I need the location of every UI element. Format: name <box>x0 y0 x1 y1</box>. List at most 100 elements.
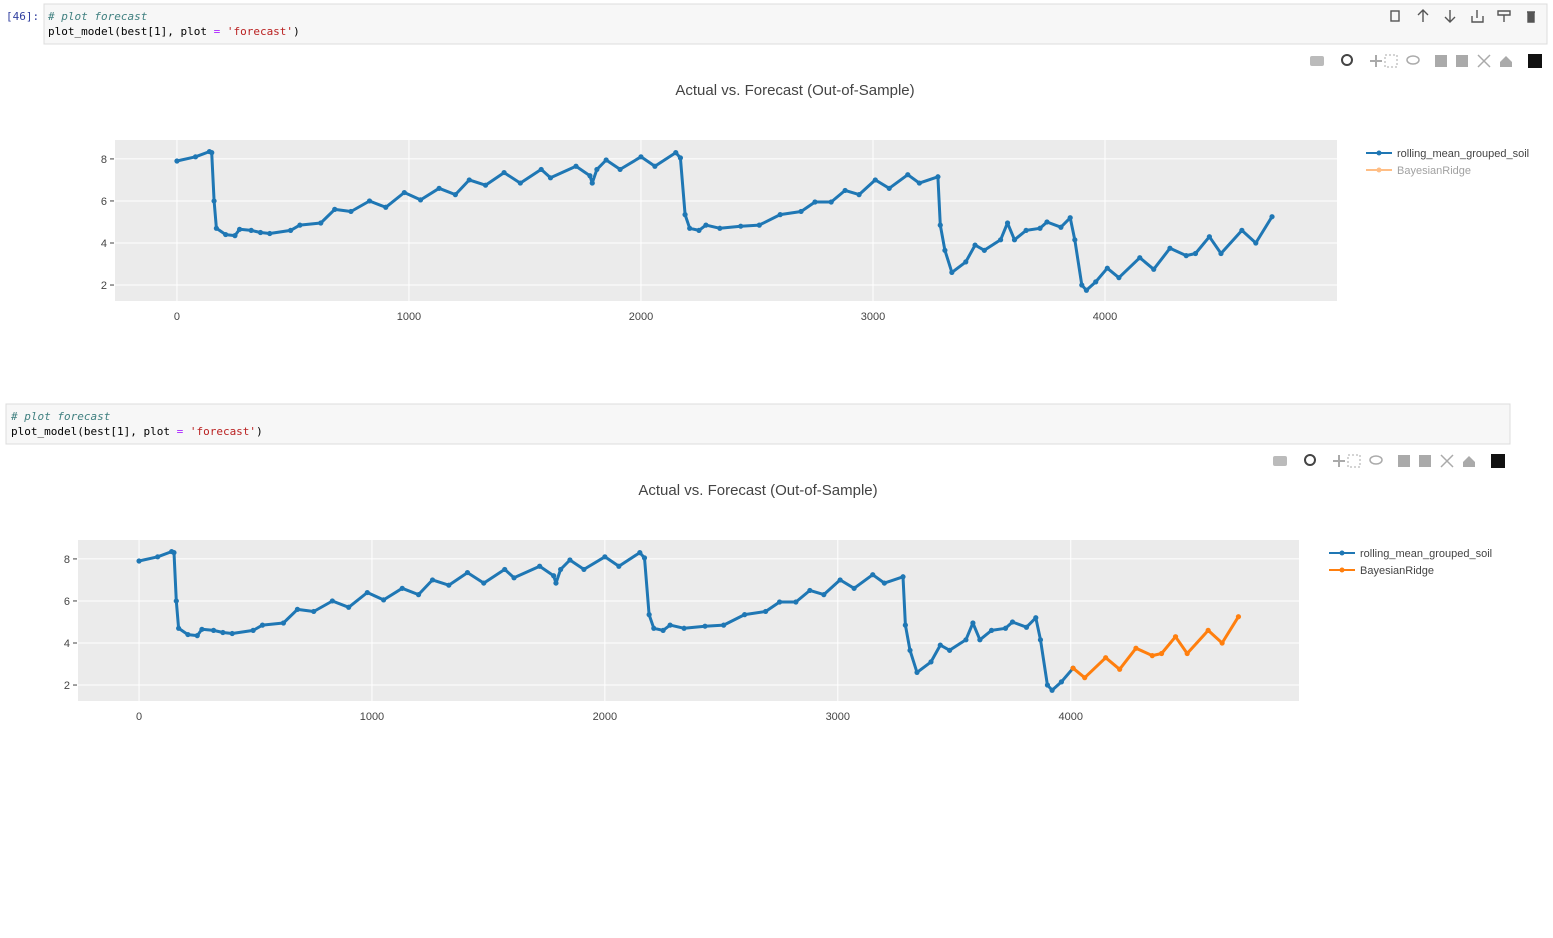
move-up-button[interactable] <box>1417 9 1429 22</box>
y-tick-label: 2 <box>64 680 70 692</box>
insert-above-button[interactable] <box>1497 10 1511 22</box>
snapshot-button[interactable] <box>1273 456 1287 466</box>
code-cell[interactable] <box>5 403 1511 445</box>
series-marker <box>652 163 658 169</box>
legend-item[interactable]: rolling_mean_grouped_soil <box>1366 148 1529 160</box>
code-token: = <box>214 25 227 38</box>
series-marker <box>660 627 666 633</box>
series-marker <box>257 229 264 236</box>
series-marker <box>742 612 748 618</box>
series-marker <box>905 172 911 178</box>
series-marker <box>332 206 338 212</box>
code-cell[interactable] <box>43 3 1548 45</box>
x-tick-label: 3000 <box>826 711 850 723</box>
series-marker <box>429 577 436 583</box>
zoom-out-button[interactable] <box>1456 55 1468 67</box>
legend-marker <box>1339 550 1345 556</box>
series-marker <box>1116 275 1122 281</box>
series-marker <box>1049 687 1055 693</box>
legend-item[interactable]: rolling_mean_grouped_soil <box>1329 548 1492 560</box>
series-marker <box>232 233 238 239</box>
series-marker <box>1192 250 1199 257</box>
series-marker <box>415 592 422 598</box>
series-marker <box>937 222 943 228</box>
zoom-button[interactable] <box>1341 54 1353 66</box>
series-marker <box>581 566 587 573</box>
legend-marker <box>1339 567 1345 573</box>
series-marker <box>136 558 142 564</box>
series-marker <box>452 192 458 198</box>
insert-below-button[interactable] <box>1471 10 1484 23</box>
plotly-logo[interactable] <box>1528 54 1542 68</box>
autoscale-button[interactable] <box>1477 54 1491 68</box>
code-token: 'forecast' <box>190 425 256 438</box>
series-marker <box>963 637 969 643</box>
legend-marker <box>1376 167 1382 173</box>
plotly-logo[interactable] <box>1491 454 1505 468</box>
x-tick-label: 4000 <box>1093 311 1117 323</box>
zoom-button[interactable] <box>1304 454 1316 466</box>
code-token: 'forecast' <box>227 25 293 38</box>
move-down-button[interactable] <box>1444 10 1456 23</box>
box-select-button[interactable] <box>1347 454 1361 468</box>
series-marker <box>401 189 407 196</box>
legend-label: rolling_mean_grouped_soil <box>1397 148 1529 160</box>
series-marker <box>616 563 622 569</box>
reset-button[interactable] <box>1463 456 1475 467</box>
series-marker <box>155 554 161 560</box>
series-marker <box>812 199 818 205</box>
box-select-button[interactable] <box>1384 54 1398 68</box>
copy-button[interactable] <box>1390 10 1400 22</box>
zoom-out-button[interactable] <box>1419 455 1431 467</box>
pan-button[interactable] <box>1370 55 1382 67</box>
delete-button[interactable] <box>1527 11 1535 23</box>
series-marker <box>1183 253 1189 259</box>
series-marker <box>199 626 205 632</box>
series-marker <box>1023 624 1030 630</box>
series-marker <box>436 185 442 191</box>
series-marker <box>573 163 579 169</box>
series-marker <box>1205 627 1211 633</box>
series-marker <box>646 612 652 618</box>
series-marker <box>1104 265 1110 271</box>
series-marker <box>383 204 389 210</box>
series-marker <box>1009 619 1016 625</box>
snapshot-button[interactable] <box>1310 56 1324 66</box>
zoom-in-button[interactable] <box>1398 455 1410 467</box>
series-marker <box>185 631 191 638</box>
cell-prompt: [46]: <box>6 10 39 23</box>
autoscale-button[interactable] <box>1440 454 1454 468</box>
series-marker <box>870 572 876 578</box>
series-marker <box>1082 675 1088 681</box>
series-marker <box>210 627 217 633</box>
series-marker <box>872 177 878 183</box>
lasso-button[interactable] <box>1406 55 1420 65</box>
series-marker <box>1239 227 1245 233</box>
series-marker <box>717 225 723 231</box>
series-marker <box>446 582 452 588</box>
series-marker <box>702 623 708 629</box>
y-tick-label: 8 <box>101 154 107 166</box>
code-line: plot_model(best[1], plot = 'forecast') <box>48 25 300 38</box>
cell-toolbar <box>1390 9 1535 23</box>
legend-item[interactable]: BayesianRidge <box>1329 565 1434 577</box>
zoom-in-button[interactable] <box>1435 55 1447 67</box>
series-marker <box>594 166 600 173</box>
reset-button[interactable] <box>1500 56 1512 67</box>
series-marker <box>928 659 934 665</box>
series-marker <box>551 573 557 579</box>
series-marker <box>1044 219 1050 225</box>
series-marker <box>942 247 948 253</box>
series-marker <box>970 620 976 626</box>
series-marker <box>673 150 679 156</box>
series-marker <box>667 622 673 628</box>
series-marker <box>380 597 387 603</box>
legend-item[interactable]: BayesianRidge <box>1366 165 1471 177</box>
series-marker <box>502 566 508 573</box>
lasso-button[interactable] <box>1369 455 1383 465</box>
series-marker <box>937 642 943 648</box>
series-marker <box>1269 214 1275 220</box>
pan-button[interactable] <box>1333 455 1345 467</box>
